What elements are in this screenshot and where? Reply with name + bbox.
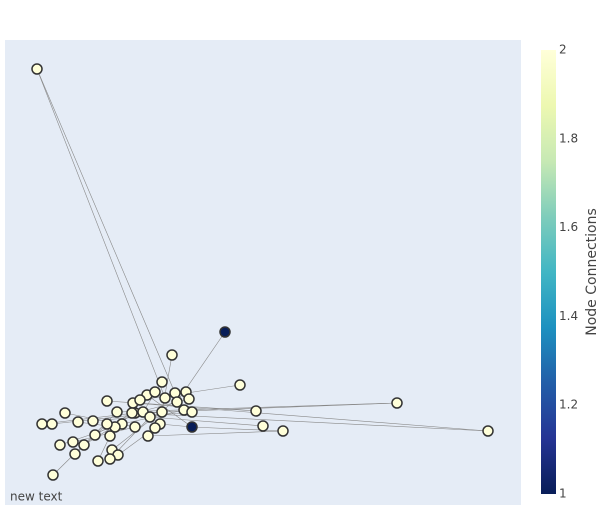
edge — [146, 394, 193, 428]
node — [183, 393, 195, 405]
node — [257, 420, 269, 432]
plot-area — [5, 40, 521, 505]
node — [171, 396, 183, 408]
node — [129, 421, 141, 433]
edge — [149, 416, 264, 427]
node — [126, 407, 138, 419]
nodes — [31, 63, 494, 481]
edge — [36, 68, 176, 394]
node — [87, 415, 99, 427]
node — [111, 406, 123, 418]
node — [69, 448, 81, 460]
annotation: new text — [10, 490, 63, 504]
node — [46, 418, 58, 430]
colorbar — [541, 50, 556, 494]
colorbar-title: Node Connections — [584, 208, 600, 336]
colorbar-tick-label: 1.4 — [559, 309, 578, 323]
node — [234, 379, 246, 391]
node — [101, 418, 113, 430]
colorbar-tick-label: 1 — [559, 487, 567, 501]
node — [47, 469, 59, 481]
node — [31, 63, 43, 75]
node — [36, 418, 48, 430]
node — [156, 376, 168, 388]
node — [134, 394, 146, 406]
edge — [191, 426, 284, 432]
node — [156, 406, 168, 418]
node — [166, 349, 178, 361]
node — [482, 425, 494, 437]
node — [67, 436, 79, 448]
node — [104, 430, 116, 442]
node — [104, 453, 116, 465]
node — [186, 406, 198, 418]
edge — [36, 68, 166, 399]
node — [54, 439, 66, 451]
node — [250, 405, 262, 417]
node — [72, 416, 84, 428]
node — [277, 425, 289, 437]
node — [144, 411, 156, 423]
node — [78, 439, 90, 451]
node — [219, 326, 231, 338]
node — [101, 395, 113, 407]
node — [89, 429, 101, 441]
node — [186, 421, 198, 433]
edge — [147, 430, 284, 437]
colorbar-tick-label: 1.2 — [559, 398, 578, 412]
node — [142, 430, 154, 442]
colorbar-tick-label: 1.8 — [559, 131, 578, 145]
colorbar-tick-label: 1.6 — [559, 220, 578, 234]
node — [159, 392, 171, 404]
node — [149, 386, 161, 398]
node — [59, 407, 71, 419]
colorbar-tick-label: 2 — [559, 43, 567, 57]
node — [92, 455, 104, 467]
node — [149, 422, 161, 434]
node — [391, 397, 403, 409]
